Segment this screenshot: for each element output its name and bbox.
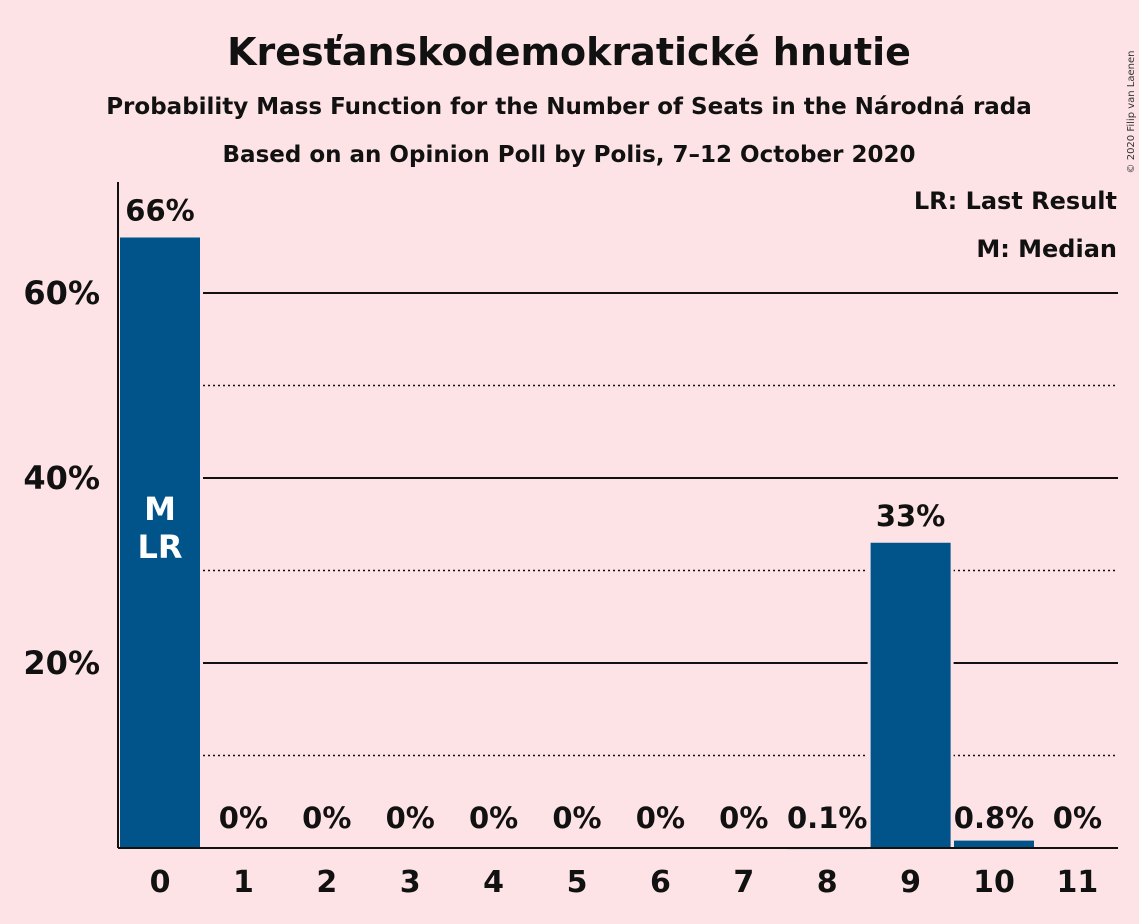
last-result-marker: LR <box>137 528 182 566</box>
y-tick-label-20: 20% <box>23 644 100 682</box>
chart-title: Kresťanskodemokratické hnutie <box>227 30 911 74</box>
x-tick-label-0: 0 <box>150 865 171 900</box>
x-tick-label-9: 9 <box>900 865 921 900</box>
x-tick-label-1: 1 <box>233 865 254 900</box>
legend-last-result: LR: Last Result <box>914 187 1117 215</box>
bar-seats-10 <box>954 840 1034 848</box>
x-tick-label-11: 11 <box>1057 865 1099 900</box>
x-tick-label-7: 7 <box>733 865 754 900</box>
median-marker: M <box>144 490 176 528</box>
value-label-7: 0% <box>719 801 768 835</box>
x-tick-label-4: 4 <box>483 865 504 900</box>
value-label-6: 0% <box>636 801 685 835</box>
chart-source: Based on an Opinion Poll by Polis, 7–12 … <box>223 142 916 168</box>
value-label-5: 0% <box>552 801 601 835</box>
legend-median: M: Median <box>976 235 1117 263</box>
value-labels: 66% 0% 0% 0% 0% 0% 0% 0% 0.1% 33% 0.8% 0% MLR <box>125 194 1102 836</box>
value-label-8: 0.1% <box>787 801 867 835</box>
y-tick-label-40: 40% <box>23 459 100 497</box>
y-axis-ticks: 20% 40% 60% <box>23 274 100 682</box>
value-label-4: 0% <box>469 801 518 835</box>
value-label-2: 0% <box>302 801 351 835</box>
copyright-text: © 2020 Filip van Laenen <box>1126 51 1137 174</box>
value-label-1: 0% <box>219 801 268 835</box>
x-tick-label-6: 6 <box>650 865 671 900</box>
x-tick-label-8: 8 <box>817 865 838 900</box>
x-tick-label-2: 2 <box>316 865 337 900</box>
y-tick-label-60: 60% <box>23 274 100 312</box>
x-tick-label-5: 5 <box>567 865 588 900</box>
bar-backdrop <box>784 844 871 848</box>
x-tick-label-10: 10 <box>973 865 1015 900</box>
value-label-0: 66% <box>125 194 194 228</box>
x-axis-ticks: 0 1 2 3 4 5 6 7 8 9 10 11 <box>150 865 1099 900</box>
chart-subtitle: Probability Mass Function for the Number… <box>106 94 1032 120</box>
value-label-9: 33% <box>876 499 945 533</box>
grid <box>203 292 1118 757</box>
value-label-10: 0.8% <box>954 801 1034 835</box>
x-tick-label-3: 3 <box>400 865 421 900</box>
bar-seats-0 <box>120 237 200 848</box>
bar-seats-9 <box>870 542 951 848</box>
value-label-11: 0% <box>1053 801 1102 835</box>
value-label-3: 0% <box>386 801 435 835</box>
